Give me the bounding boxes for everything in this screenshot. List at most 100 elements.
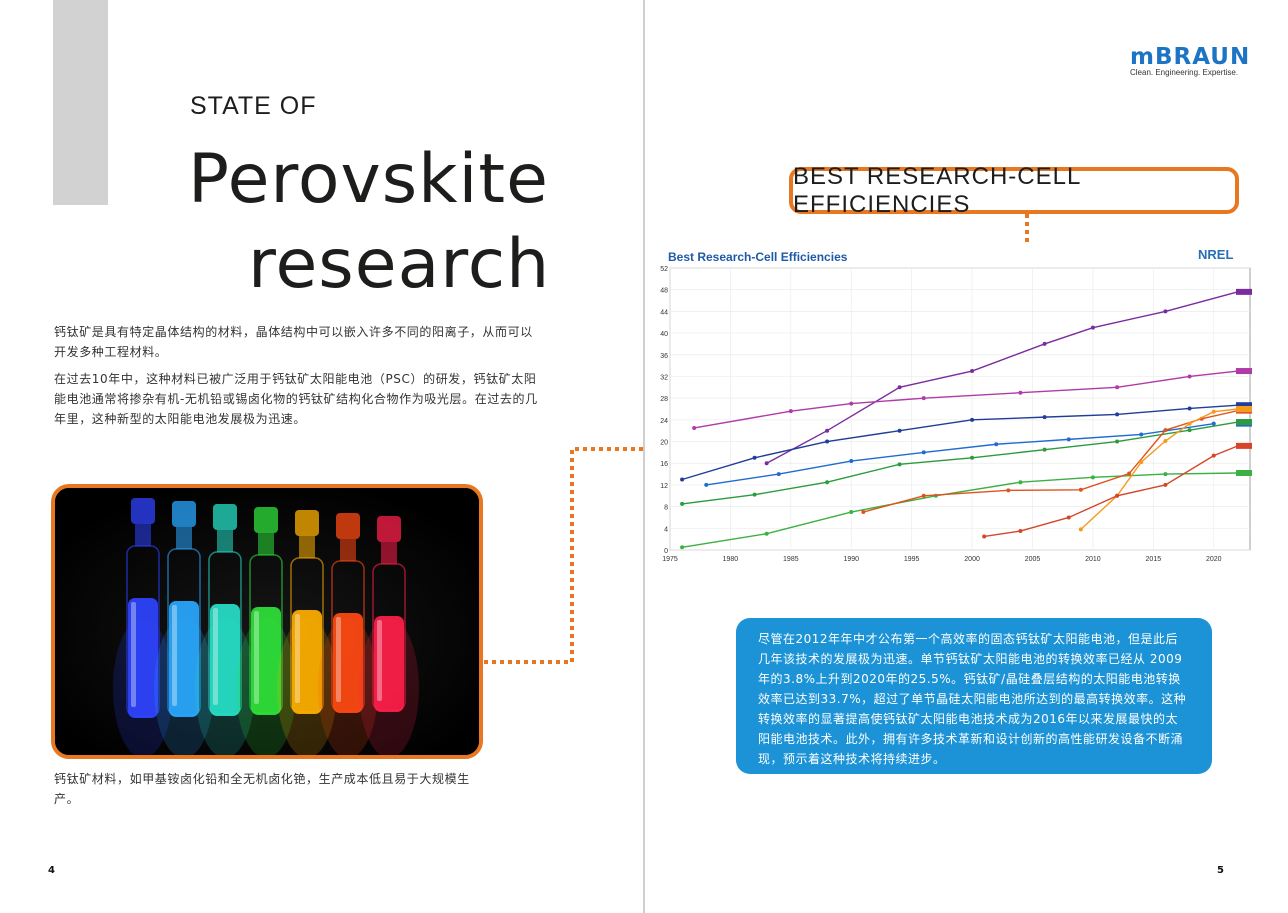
data-point	[1211, 421, 1216, 426]
data-point	[704, 482, 709, 487]
x-tick-label: 1985	[783, 556, 799, 563]
y-tick-label: 40	[660, 331, 668, 338]
x-tick-label: 1975	[662, 556, 678, 563]
data-point	[970, 417, 975, 422]
data-point	[1078, 527, 1083, 532]
data-point	[764, 461, 769, 466]
record-flag	[1236, 419, 1252, 426]
dotted-connector	[484, 447, 646, 664]
logo-tagline: Clean. Engineering. Expertise.	[1130, 68, 1239, 77]
data-point	[970, 369, 975, 374]
data-point	[825, 480, 830, 485]
page-title-line-2: research	[248, 225, 551, 304]
data-point	[1115, 385, 1120, 390]
nrel-logo: NREL	[1198, 247, 1234, 262]
headline-connector	[1025, 214, 1029, 246]
page-number-left: 4	[48, 865, 55, 876]
vial	[277, 510, 337, 755]
series-line	[706, 422, 1214, 486]
data-point	[1066, 515, 1071, 520]
data-point	[1090, 475, 1095, 480]
data-point	[1187, 428, 1192, 433]
data-point	[1042, 447, 1047, 452]
data-point	[849, 510, 854, 515]
data-point	[1163, 309, 1168, 314]
y-tick-label: 52	[660, 266, 668, 273]
history-paragraph: 在过去10年中，这种材料已被广泛用于钙钛矿太阳能电池（PSC）的研发，钙钛矿太阳…	[54, 372, 538, 426]
data-point	[1211, 409, 1216, 414]
data-point	[1018, 390, 1023, 395]
data-point	[1163, 428, 1168, 433]
vials-illustration	[55, 488, 479, 755]
record-flag	[1236, 442, 1252, 449]
data-point	[921, 450, 926, 455]
data-point	[692, 425, 697, 430]
data-point	[921, 396, 926, 401]
y-tick-label: 48	[660, 288, 668, 295]
mbraun-logo: mBRAUN Clean. Engineering. Expertise.	[1130, 44, 1250, 77]
data-point	[1211, 453, 1216, 458]
data-point	[1139, 432, 1144, 437]
y-tick-label: 16	[660, 461, 668, 468]
y-tick-label: 12	[660, 483, 668, 490]
data-point	[897, 462, 902, 467]
x-tick-label: 1995	[904, 556, 920, 563]
x-tick-label: 2005	[1025, 556, 1041, 563]
data-point	[897, 428, 902, 433]
data-point	[1115, 493, 1120, 498]
data-point	[897, 385, 902, 390]
vial	[359, 516, 419, 755]
data-point	[825, 439, 830, 444]
x-tick-label: 2020	[1206, 556, 1222, 563]
data-point	[680, 501, 685, 506]
perovskite-vials-photo	[51, 484, 483, 759]
data-point	[1187, 406, 1192, 411]
data-point	[1127, 471, 1132, 476]
page-title-line-1: Perovskite	[188, 140, 549, 219]
data-point	[752, 492, 757, 497]
info-text: 尽管在2012年年中才公布第一个高效率的固态钙钛矿太阳能电池，但是此后几年该技术…	[758, 632, 1187, 766]
vial	[318, 513, 378, 755]
vial	[236, 507, 296, 755]
data-point	[994, 442, 999, 447]
data-point	[1066, 437, 1071, 442]
data-point	[1018, 529, 1023, 534]
headline-callout: BEST RESEARCH-CELL EFFICIENCIES	[789, 163, 1239, 218]
decorative-gray-bar	[53, 0, 108, 205]
y-tick-label: 32	[660, 374, 668, 381]
title-kicker: STATE OF	[190, 92, 317, 120]
x-tick-label: 1980	[723, 556, 739, 563]
data-point	[982, 534, 987, 539]
y-tick-label: 4	[664, 526, 668, 533]
data-point	[825, 428, 830, 433]
photo-caption: 钙钛矿材料，如甲基铵卤化铅和全无机卤化铯，生产成本低且易于大规模生产。	[54, 772, 470, 806]
page-number-right: 5	[1217, 865, 1224, 876]
data-point	[970, 455, 975, 460]
y-tick-label: 20	[660, 440, 668, 447]
data-point	[680, 545, 685, 550]
vial	[195, 504, 255, 755]
vial	[154, 501, 214, 755]
plot-area	[669, 267, 1251, 551]
data-point	[1163, 482, 1168, 487]
headline-text: BEST RESEARCH-CELL EFFICIENCIES	[793, 162, 1081, 218]
data-point	[1187, 421, 1192, 426]
data-point	[1090, 325, 1095, 330]
data-point	[921, 493, 926, 498]
record-flag	[1236, 368, 1252, 375]
data-point	[752, 455, 757, 460]
data-point	[1187, 374, 1192, 379]
data-point	[1163, 438, 1168, 443]
chart-title: Best Research-Cell Efficiencies	[668, 250, 848, 264]
data-point	[861, 510, 866, 515]
vial	[113, 498, 173, 755]
data-point	[1115, 412, 1120, 417]
data-point	[1078, 487, 1083, 492]
data-point	[849, 459, 854, 464]
x-tick-label: 1990	[843, 556, 859, 563]
series-line	[681, 472, 1238, 548]
data-point	[1042, 415, 1047, 420]
record-flag	[1236, 402, 1252, 409]
y-tick-label: 28	[660, 396, 668, 403]
